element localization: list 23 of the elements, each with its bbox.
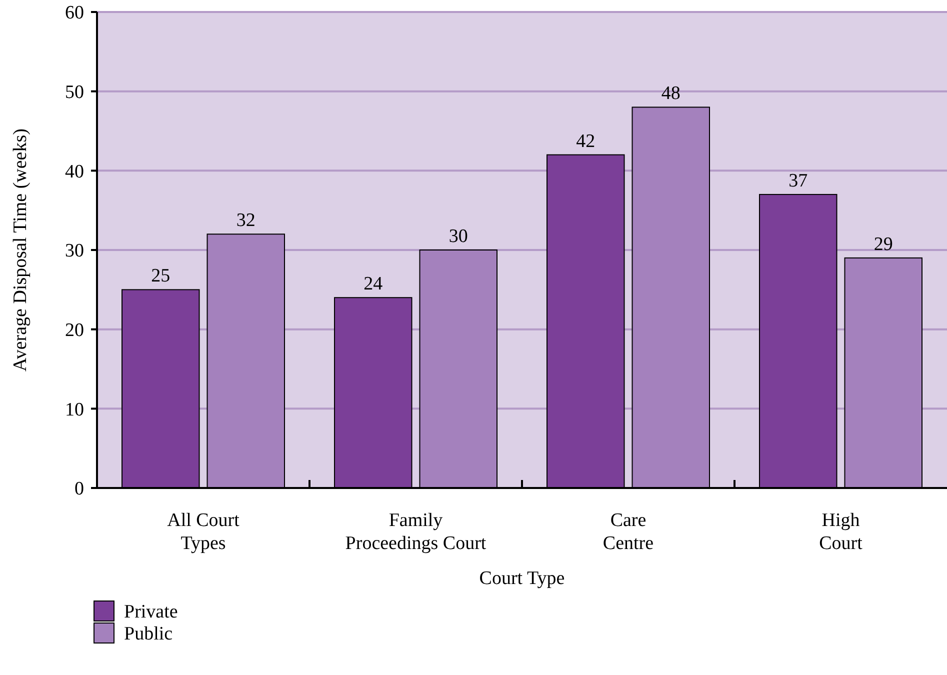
x-tick-label: Care Centre: [602, 510, 654, 554]
y-tick-label: 0: [74, 478, 84, 500]
data-label: 25: [151, 266, 170, 287]
y-tick-label: 50: [65, 82, 84, 103]
data-label: 42: [576, 130, 596, 152]
x-axis-title: Court Type: [479, 568, 565, 589]
legend-label: Private: [124, 602, 178, 623]
data-label: 30: [448, 226, 468, 247]
x-tick-label: All Court Types: [167, 510, 240, 554]
y-tick-label: 40: [65, 161, 84, 182]
y-tick-label: 10: [65, 399, 84, 420]
y-tick-label: 60: [65, 2, 84, 24]
data-label: 37: [788, 170, 808, 192]
data-label: 32: [236, 210, 256, 232]
legend-label: Public: [124, 624, 173, 645]
y-tick-label: 20: [65, 320, 84, 341]
x-tick-label: Family Proceedings Court: [345, 510, 487, 554]
y-tick-label: 30: [65, 240, 84, 262]
y-axis-title: Average Disposal Time (weeks): [10, 128, 31, 372]
data-label: 48: [661, 83, 680, 104]
data-label: 29: [874, 234, 893, 255]
data-label: 24: [364, 274, 384, 295]
x-tick-label: High Court: [819, 510, 864, 554]
